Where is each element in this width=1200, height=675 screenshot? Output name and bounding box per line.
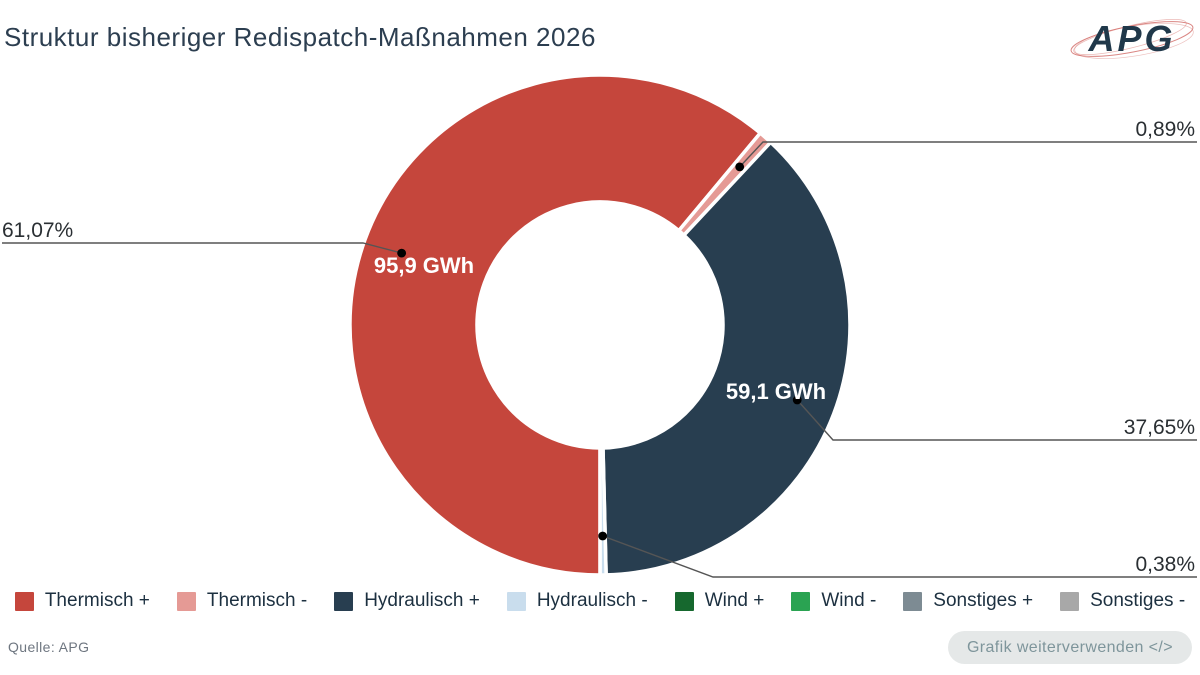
legend-item[interactable]: Sonstiges + — [903, 590, 1033, 612]
logo-swirl — [1070, 18, 1194, 59]
legend-item[interactable]: Wind + — [674, 590, 765, 612]
value-label: 59,1 GWh — [726, 379, 826, 404]
chart-title: Struktur bisheriger Redispatch-Maßnahmen… — [4, 22, 596, 52]
donut-segment[interactable] — [601, 140, 852, 577]
percent-label: 61,07% — [2, 219, 73, 242]
legend-item[interactable]: Wind - — [791, 590, 876, 612]
legend-swatch — [334, 591, 354, 611]
leader-line — [739, 141, 1197, 168]
donut-segment[interactable] — [598, 446, 608, 577]
leader-line — [602, 535, 1197, 578]
legend-label: Thermisch + — [44, 590, 150, 611]
legend-swatch — [176, 591, 196, 611]
leader-line — [796, 399, 1197, 441]
legend-item[interactable]: Hydraulisch + — [334, 590, 480, 612]
legend-swatch — [903, 591, 923, 611]
reuse-graphic-button[interactable]: Grafik weiterverwenden </> — [947, 631, 1192, 664]
legend-label: Hydraulisch - — [536, 590, 648, 611]
percent-label: 0,89% — [1135, 118, 1195, 141]
legend-label: Wind - — [821, 590, 877, 611]
legend-item[interactable]: Thermisch + — [14, 590, 150, 612]
chart-legend: Thermisch + Thermisch - Hydraulisch + Hydra… — [0, 590, 1200, 612]
legend-item[interactable]: Thermisch - — [176, 590, 308, 612]
leader-dot — [792, 395, 802, 405]
leader-dot — [397, 248, 407, 258]
percent-label: 37,65% — [1124, 416, 1195, 439]
legend-label: Wind + — [704, 590, 765, 611]
legend-swatch — [791, 591, 811, 611]
legend-swatch — [14, 591, 34, 611]
leader-dot — [598, 531, 608, 541]
legend-label: Thermisch - — [206, 590, 308, 611]
donut-segment[interactable] — [348, 73, 762, 577]
legend-label: Sonstiges + — [933, 590, 1034, 611]
source-note: Quelle: APG — [8, 639, 90, 655]
legend-item[interactable]: Sonstiges - — [1060, 590, 1185, 612]
leader-line — [2, 242, 402, 254]
legend-swatch — [506, 591, 526, 611]
legend-swatch — [1060, 591, 1080, 611]
legend-label: Hydraulisch + — [364, 590, 480, 611]
percent-label: 0,38% — [1135, 553, 1195, 576]
leader-dot — [735, 162, 745, 172]
legend-label: Sonstiges - — [1090, 590, 1186, 611]
value-label: 95,9 GWh — [374, 253, 474, 278]
apg-logo: APG — [1070, 18, 1194, 59]
logo-text: APG — [1087, 18, 1175, 59]
legend-swatch — [674, 591, 694, 611]
legend-item[interactable]: Hydraulisch - — [506, 590, 648, 612]
